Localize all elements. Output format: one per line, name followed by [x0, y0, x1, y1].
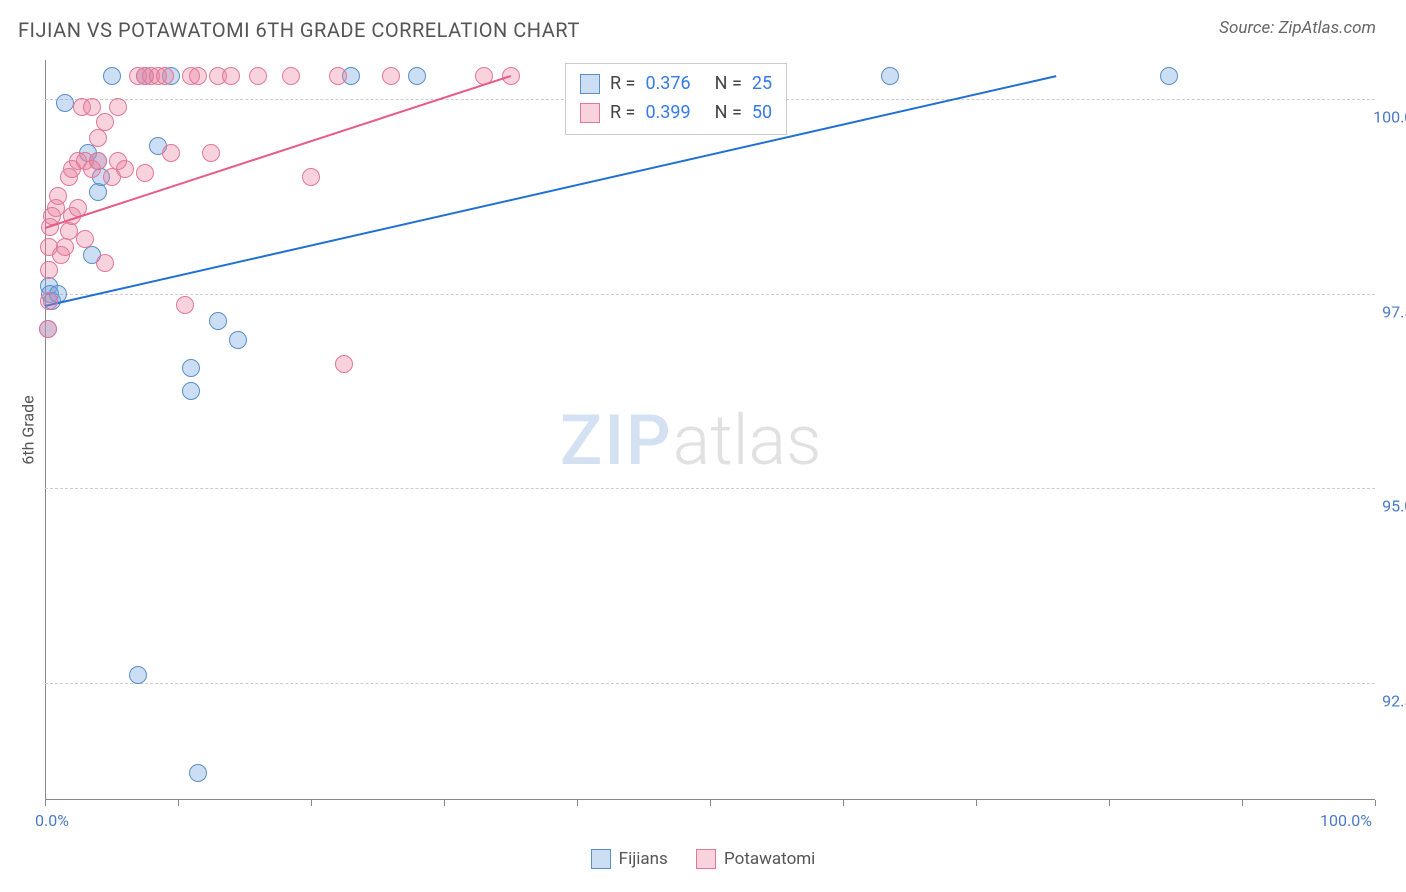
scatter-point-potawatomi	[382, 67, 400, 85]
x-tick	[1375, 800, 1376, 806]
x-tick	[577, 800, 578, 806]
x-tick	[1242, 800, 1243, 806]
legend-n-label: N =	[715, 99, 742, 128]
x-tick	[843, 800, 844, 806]
y-tick-label: 92.5%	[1382, 692, 1406, 711]
legend-row: R = 0.376 N = 25	[580, 70, 772, 99]
scatter-point-fijians	[89, 183, 107, 201]
scatter-point-potawatomi	[96, 254, 114, 272]
scatter-point-fijians	[182, 382, 200, 400]
x-tick	[311, 800, 312, 806]
scatter-point-potawatomi	[76, 230, 94, 248]
scatter-point-potawatomi	[156, 67, 174, 85]
scatter-point-potawatomi	[116, 160, 134, 178]
legend-bottom: Fijians Potawatomi	[0, 849, 1406, 874]
legend-n-value: 25	[752, 70, 772, 99]
y-axis-line	[45, 60, 46, 800]
scatter-point-fijians	[129, 666, 147, 684]
scatter-point-fijians	[56, 94, 74, 112]
scatter-point-potawatomi	[40, 261, 58, 279]
scatter-point-potawatomi	[56, 238, 74, 256]
x-tick	[45, 800, 46, 806]
legend-item-fijians: Fijians	[591, 849, 668, 869]
scatter-point-potawatomi	[329, 67, 347, 85]
y-tick-label: 95.0%	[1382, 497, 1406, 516]
legend-top: R = 0.376 N = 25 R = 0.399 N = 50	[565, 63, 787, 135]
scatter-point-fijians	[229, 331, 247, 349]
scatter-point-potawatomi	[89, 129, 107, 147]
x-tick-label: 0.0%	[35, 811, 69, 830]
x-tick-label: 100.0%	[1320, 811, 1372, 830]
legend-label-fijians: Fijians	[619, 849, 668, 869]
source-attribution: Source: ZipAtlas.com	[1219, 18, 1376, 38]
chart-title: FIJIAN VS POTAWATOMI 6TH GRADE CORRELATI…	[18, 18, 580, 42]
gridline-h	[45, 488, 1375, 489]
legend-item-potawatomi: Potawatomi	[696, 849, 815, 869]
legend-r-value: 0.399	[645, 99, 690, 128]
legend-swatch	[580, 74, 600, 94]
x-tick	[976, 800, 977, 806]
scatter-point-potawatomi	[39, 320, 57, 338]
scatter-point-potawatomi	[96, 113, 114, 131]
scatter-point-fijians	[1160, 67, 1178, 85]
scatter-point-fijians	[189, 764, 207, 782]
legend-r-value: 0.376	[645, 70, 690, 99]
legend-n-label: N =	[715, 70, 742, 99]
x-tick	[444, 800, 445, 806]
scatter-point-potawatomi	[302, 168, 320, 186]
scatter-point-potawatomi	[249, 67, 267, 85]
scatter-point-potawatomi	[335, 355, 353, 373]
scatter-point-potawatomi	[40, 292, 58, 310]
scatter-point-potawatomi	[89, 152, 107, 170]
gridline-h	[45, 294, 1375, 295]
scatter-point-potawatomi	[282, 67, 300, 85]
scatter-plot: 92.5%95.0%97.5%100.0%0.0%100.0%	[45, 60, 1375, 800]
legend-row: R = 0.399 N = 50	[580, 99, 772, 128]
legend-swatch-fijians	[591, 849, 611, 869]
scatter-point-potawatomi	[189, 67, 207, 85]
scatter-point-potawatomi	[176, 296, 194, 314]
scatter-point-fijians	[103, 67, 121, 85]
x-tick	[178, 800, 179, 806]
y-tick-label: 100.0%	[1373, 107, 1406, 126]
scatter-point-potawatomi	[202, 144, 220, 162]
scatter-point-fijians	[209, 312, 227, 330]
gridline-h	[45, 683, 1375, 684]
scatter-point-potawatomi	[162, 144, 180, 162]
legend-r-label: R =	[610, 99, 635, 128]
scatter-point-potawatomi	[49, 187, 67, 205]
y-tick-label: 97.5%	[1382, 302, 1406, 321]
scatter-point-potawatomi	[83, 98, 101, 116]
trendline-fijians	[45, 76, 1056, 308]
legend-n-value: 50	[752, 99, 772, 128]
legend-r-label: R =	[610, 70, 635, 99]
y-axis-label: 6th Grade	[19, 395, 38, 464]
x-tick	[710, 800, 711, 806]
legend-label-potawatomi: Potawatomi	[724, 849, 815, 869]
legend-swatch	[580, 103, 600, 123]
scatter-point-fijians	[182, 359, 200, 377]
scatter-point-potawatomi	[222, 67, 240, 85]
scatter-point-fijians	[408, 67, 426, 85]
scatter-point-potawatomi	[109, 98, 127, 116]
scatter-point-potawatomi	[136, 164, 154, 182]
x-tick	[1109, 800, 1110, 806]
legend-swatch-potawatomi	[696, 849, 716, 869]
scatter-point-fijians	[881, 67, 899, 85]
